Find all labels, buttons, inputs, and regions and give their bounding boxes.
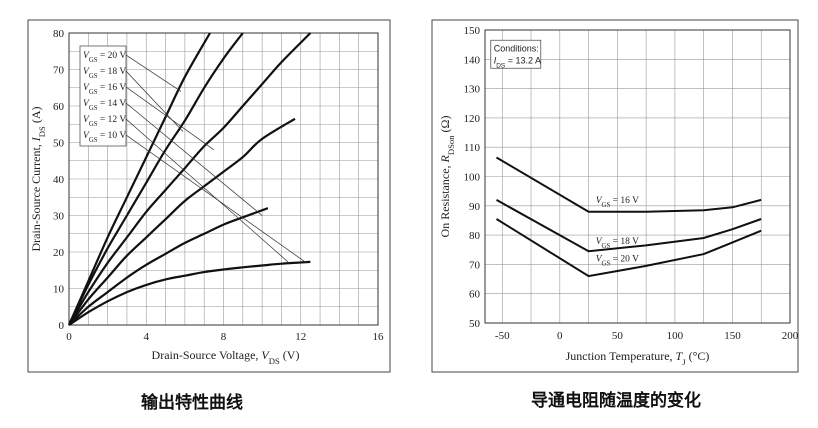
x-tick-label: 8 — [221, 331, 227, 343]
x-tick-label: 0 — [557, 330, 563, 342]
series-curve — [68, 32, 244, 326]
legend-leader-line — [125, 102, 263, 216]
legend-label: VGS = 10 V — [83, 131, 126, 144]
series-line — [495, 156, 762, 213]
y-tick-label: 120 — [464, 113, 481, 125]
legend-label: VGS = 16 V — [83, 83, 126, 96]
output-characteristics-chart: 0 4 8 12 16 0 10 20 30 40 50 60 70 80 Drain-Source Vol… — [29, 28, 384, 366]
series-label: VGS = 16 V — [596, 196, 639, 209]
y-tick-label: 30 — [53, 211, 65, 223]
y-tick-label: 70 — [469, 259, 481, 271]
x-tick-label: 16 — [373, 331, 385, 343]
y-axis-label: On Resistance, RDSon (Ω) — [438, 116, 456, 238]
left-caption: 输出特性曲线 — [141, 393, 243, 413]
y-tick-label: 50 — [469, 318, 481, 330]
x-tick-label: 150 — [724, 330, 741, 342]
conditions-box — [490, 39, 542, 69]
x-tick-label: 4 — [144, 331, 150, 343]
y-tick-label: 0 — [59, 320, 65, 332]
series-curve — [67, 32, 211, 326]
legend-box — [79, 45, 127, 147]
series-curve — [68, 207, 269, 326]
x-tick-label: 100 — [667, 330, 684, 342]
legend-leader-line — [125, 118, 290, 264]
series-label: VGS = 18 V — [596, 237, 639, 250]
x-tick-label: 50 — [612, 330, 624, 342]
right-caption: 导通电阻随温度的变化 — [531, 391, 701, 411]
legend-label: VGS = 20 V — [83, 51, 126, 64]
series-line — [496, 199, 762, 253]
y-tick-label: 40 — [53, 174, 65, 186]
y-tick-label: 100 — [464, 172, 481, 184]
legend-leader-line — [125, 70, 184, 132]
y-tick-label: 60 — [53, 101, 65, 113]
y-tick-label: 50 — [53, 138, 65, 150]
series-curve — [68, 260, 311, 326]
y-axis-label: Drain-Source Current, IDS (A) — [29, 107, 47, 252]
y-tick-label: 10 — [53, 284, 65, 296]
x-axis-label: Drain-Source Voltage, VDS (V) — [152, 348, 300, 366]
y-tick-label: 140 — [464, 54, 481, 66]
series-curve — [68, 117, 296, 326]
legend-leader-line — [125, 134, 307, 264]
x-axis-label: Junction Temperature, TJ (°C) — [566, 349, 710, 367]
conditions-title: Conditions: — [494, 43, 539, 53]
y-tick-label: 70 — [53, 65, 65, 77]
x-tick-label: 200 — [782, 330, 799, 342]
x-tick-label: -50 — [495, 330, 510, 342]
y-tick-label: 90 — [469, 201, 481, 213]
x-tick-label: 12 — [295, 331, 306, 343]
conditions-current: IDS = 13.2 A — [494, 55, 541, 69]
legend-leader-line — [125, 54, 182, 92]
series-label: VGS = 20 V — [596, 254, 639, 267]
x-tick-label: 0 — [66, 331, 72, 343]
y-tick-label: 150 — [464, 25, 481, 37]
y-tick-label: 60 — [469, 289, 481, 301]
left-panel-border — [27, 19, 391, 373]
y-tick-label: 110 — [464, 142, 481, 154]
y-tick-label: 80 — [53, 28, 65, 40]
plot-frame — [484, 29, 791, 324]
y-tick-label: 20 — [53, 247, 65, 259]
y-tick-label: 80 — [469, 230, 481, 242]
on-resistance-chart: -50 0 50 100 150 200 50 60 70 80 90 100 110 120 130 140… — [438, 25, 799, 367]
series-curve — [68, 32, 312, 326]
plot-frame — [68, 32, 379, 326]
legend-label: VGS = 12 V — [83, 115, 126, 128]
legend-leader-line — [125, 86, 215, 151]
legend-label: VGS = 14 V — [83, 99, 126, 112]
right-panel-border — [431, 19, 799, 373]
y-tick-label: 130 — [464, 84, 481, 96]
legend-label: VGS = 18 V — [83, 67, 126, 80]
series-line — [495, 218, 762, 278]
